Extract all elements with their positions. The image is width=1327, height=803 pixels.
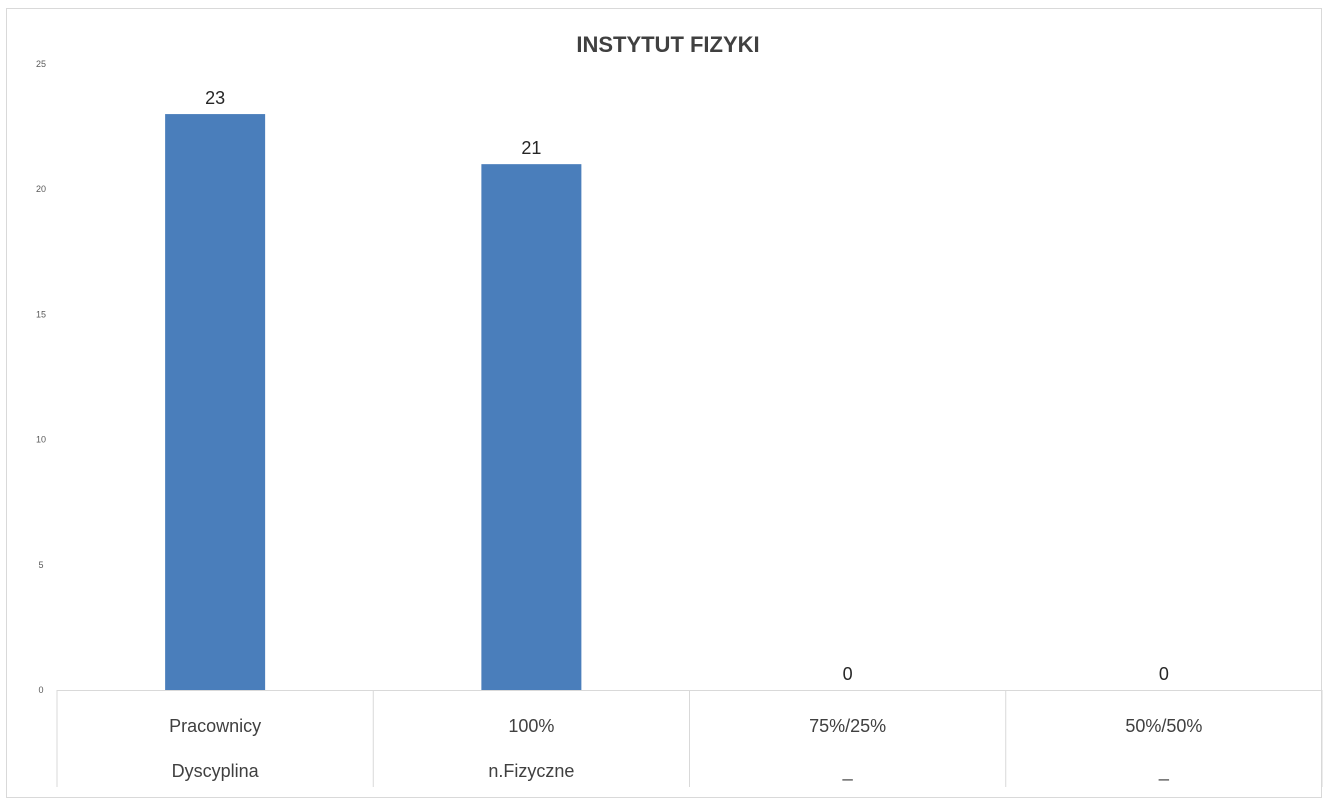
data-label: 0 bbox=[843, 664, 853, 684]
y-tick-label: 10 bbox=[36, 435, 46, 445]
x-category-label: Pracownicy bbox=[169, 716, 261, 736]
bar bbox=[165, 114, 266, 690]
y-tick-label: 25 bbox=[36, 59, 46, 69]
x-axis-table: Pracownicy Dyscyplina 100% n.Fizyczne 75%/25… bbox=[56, 690, 1323, 787]
data-labels-group: 23 21 0 0 bbox=[205, 88, 1169, 684]
y-tick-label: 0 bbox=[38, 685, 43, 695]
y-tick-label: 15 bbox=[36, 309, 46, 319]
bar bbox=[481, 164, 582, 690]
x-category-sublabel: Dyscyplina bbox=[172, 761, 260, 781]
y-axis: 0 5 10 15 20 25 bbox=[36, 59, 46, 695]
x-category-sublabel: n.Fizyczne bbox=[488, 761, 574, 781]
y-tick-label: 5 bbox=[38, 560, 43, 570]
data-label: 0 bbox=[1159, 664, 1169, 684]
x-category-label: 100% bbox=[508, 716, 554, 736]
x-category-sublabel: _ bbox=[842, 761, 854, 782]
y-tick-label: 20 bbox=[36, 184, 46, 194]
x-category-sublabel: _ bbox=[1158, 761, 1170, 782]
bars-group bbox=[165, 114, 582, 690]
data-label: 21 bbox=[521, 138, 541, 158]
chart-frame bbox=[6, 8, 1322, 798]
data-label: 23 bbox=[205, 88, 225, 108]
x-category-label: 75%/25% bbox=[809, 716, 886, 736]
x-category-label: 50%/50% bbox=[1125, 716, 1202, 736]
chart-title: INSTYTUT FIZYKI bbox=[576, 32, 759, 57]
